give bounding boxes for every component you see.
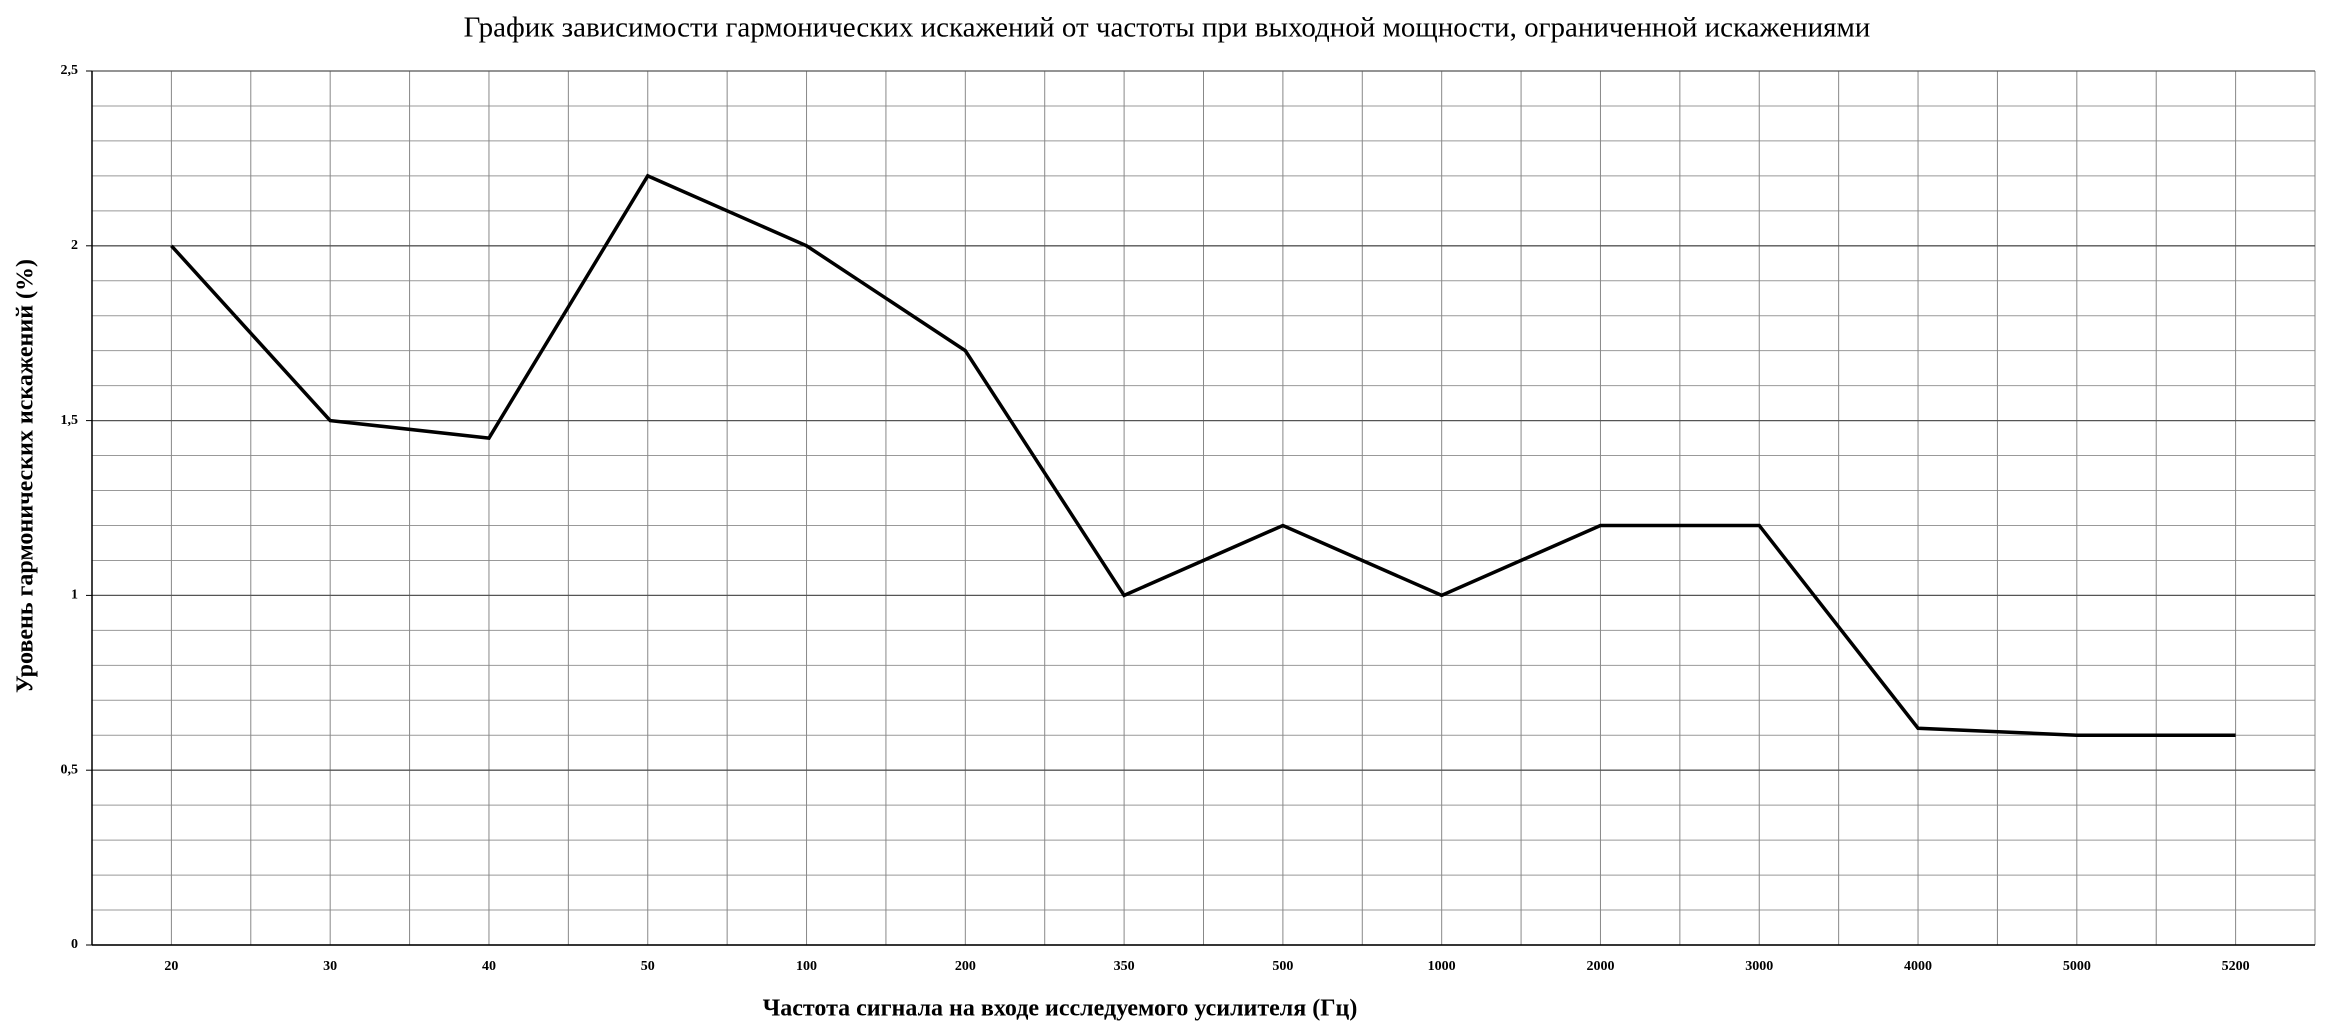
- chart-title: График зависимости гармонических искажен…: [464, 12, 1871, 44]
- x-tick-label: 20: [164, 959, 178, 974]
- y-tick-label: 0: [71, 937, 78, 952]
- x-tick-label: 3000: [1745, 959, 1773, 974]
- y-tick-label: 0,5: [61, 762, 79, 777]
- data-line: [170, 173, 2236, 737]
- x-tick-label: 4000: [1904, 959, 1932, 974]
- x-tick-label: 40: [482, 959, 496, 974]
- x-tick-label: 100: [796, 959, 817, 974]
- x-tick-label: 50: [641, 959, 655, 974]
- y-tick-label: 1: [71, 588, 78, 603]
- y-axis-label: Уровень гармонических искажений (%): [13, 259, 39, 693]
- x-tick-label: 500: [1272, 959, 1293, 974]
- y-tick-label: 2: [71, 238, 78, 253]
- x-tick-label: 2000: [1586, 959, 1614, 974]
- x-tick-label: 5000: [2063, 959, 2091, 974]
- y-tick-label: 1,5: [61, 413, 79, 428]
- y-tick-label: 2,5: [61, 63, 79, 78]
- x-tick-label: 350: [1114, 959, 1135, 974]
- x-tick-label: 1000: [1428, 959, 1456, 974]
- x-axis-label: Частота сигнала на входе исследуемого ус…: [763, 996, 1358, 1022]
- x-tick-label: 30: [323, 959, 337, 974]
- x-tick-label: 200: [955, 959, 976, 974]
- x-tick-label: 5200: [2222, 959, 2250, 974]
